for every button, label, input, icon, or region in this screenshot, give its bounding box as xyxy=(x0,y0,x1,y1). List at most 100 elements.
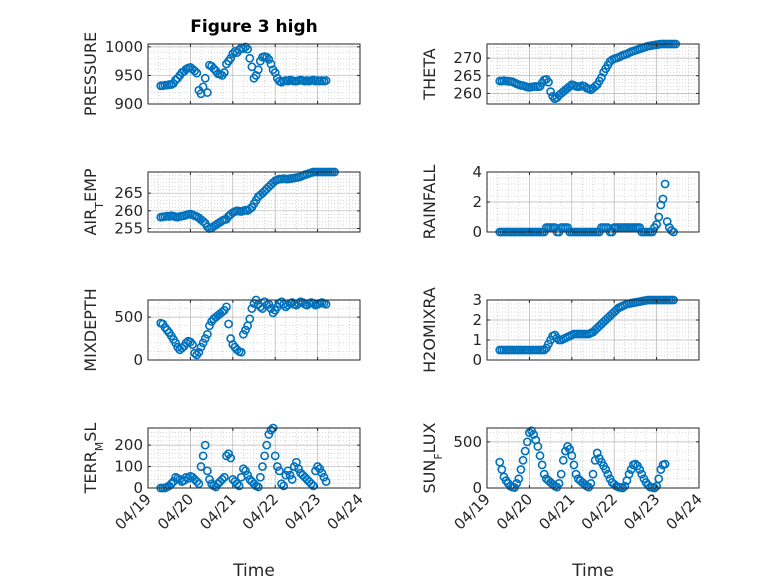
y-axis-label: THETA xyxy=(420,48,439,100)
y-tick-label: 0 xyxy=(472,479,482,497)
data-point xyxy=(222,302,231,312)
data-point xyxy=(279,481,289,491)
data-point xyxy=(658,194,668,204)
data-point xyxy=(245,53,255,63)
data-point xyxy=(171,338,180,348)
data-point xyxy=(194,479,204,489)
x-tick-label: 04/21 xyxy=(535,490,578,533)
data-point xyxy=(321,299,331,309)
x-tick-label: 04/21 xyxy=(196,490,239,533)
data-point xyxy=(196,462,206,471)
data-point xyxy=(660,459,670,469)
y-axis-label: PRESSURE xyxy=(81,32,100,116)
data-point xyxy=(192,68,202,78)
data-point xyxy=(590,81,600,91)
axes-box xyxy=(486,427,700,489)
data-point xyxy=(234,481,244,491)
subplot-mixdepth: 0 500 MIXDEPTH xyxy=(81,288,361,372)
data-point xyxy=(258,462,267,471)
x-tick-label: 04/22 xyxy=(578,490,621,533)
y-tick-label: 265 xyxy=(453,67,482,85)
data-point xyxy=(262,440,272,450)
y-axis-label: MIXDEPTH xyxy=(81,288,100,371)
data-point xyxy=(516,465,526,474)
y-tick-label: 0 xyxy=(133,479,143,497)
subplot-pressure: 900 950 1000 PRESSURE Figure 3 high xyxy=(81,17,361,116)
data-point xyxy=(253,482,263,492)
axes-box xyxy=(486,299,700,361)
data-point xyxy=(200,440,210,450)
data-point xyxy=(209,64,219,73)
data-point xyxy=(198,82,208,92)
data-point xyxy=(247,304,257,313)
data-point xyxy=(198,451,208,461)
data-point xyxy=(241,466,250,476)
data-point xyxy=(266,425,276,435)
data-point xyxy=(539,469,549,479)
data-point xyxy=(243,470,253,480)
data-point xyxy=(194,347,204,357)
data-point xyxy=(264,430,274,439)
y-tick-label: 0 xyxy=(472,351,482,369)
data-point xyxy=(198,217,208,226)
y-tick-label: 4 xyxy=(472,163,482,181)
data-point xyxy=(535,451,545,461)
data-point xyxy=(253,65,263,75)
data-point xyxy=(243,44,253,54)
subplot-h2omixra: 0 1 2 3 H2OMIXRA xyxy=(420,287,700,373)
data-point xyxy=(635,465,645,474)
data-point xyxy=(188,340,197,349)
data-point xyxy=(537,460,547,470)
y-tick-label: 500 xyxy=(453,433,482,451)
data-point xyxy=(236,347,246,357)
data-point xyxy=(270,451,280,461)
data-point xyxy=(264,55,274,64)
data-point xyxy=(177,343,187,353)
y-axis-label: SUNFLUX xyxy=(420,422,445,493)
data-point xyxy=(277,479,286,489)
x-tick-label: 04/20 xyxy=(154,490,197,533)
x-tick-label: 04/22 xyxy=(239,490,282,533)
data-point xyxy=(202,466,212,476)
x-tick-label: 04/23 xyxy=(620,490,663,533)
data-point xyxy=(232,479,242,489)
data-point xyxy=(224,319,233,329)
data-point xyxy=(245,204,255,214)
data-point xyxy=(514,474,524,484)
data-point xyxy=(626,465,636,474)
y-tick-label: 260 xyxy=(453,84,482,102)
y-tick-label: 1 xyxy=(472,331,482,349)
data-point xyxy=(601,465,611,474)
axes-box xyxy=(486,43,700,105)
data-point xyxy=(603,469,613,479)
y-tick-label: 260 xyxy=(114,202,143,220)
data-point xyxy=(226,53,236,63)
data-point xyxy=(512,478,522,488)
data-point xyxy=(306,479,316,489)
y-tick-label: 255 xyxy=(114,219,143,237)
data-point xyxy=(262,52,272,62)
data-point xyxy=(196,342,206,352)
data-point xyxy=(217,307,227,317)
data-point xyxy=(317,468,327,478)
data-point xyxy=(554,478,564,488)
data-point xyxy=(285,470,295,480)
data-point xyxy=(654,212,664,222)
data-point xyxy=(518,455,528,465)
axes-box xyxy=(147,427,361,489)
data-point xyxy=(241,325,250,335)
x-axis-label: Time xyxy=(232,561,275,581)
y-axis-label: TERRMSL xyxy=(81,423,106,495)
data-point xyxy=(245,314,255,324)
data-point xyxy=(222,451,231,461)
data-point xyxy=(539,345,549,355)
data-point xyxy=(275,466,284,476)
y-axis-label: H2OMIXRA xyxy=(420,287,439,373)
y-tick-label: 500 xyxy=(114,308,143,326)
data-point xyxy=(238,329,248,339)
